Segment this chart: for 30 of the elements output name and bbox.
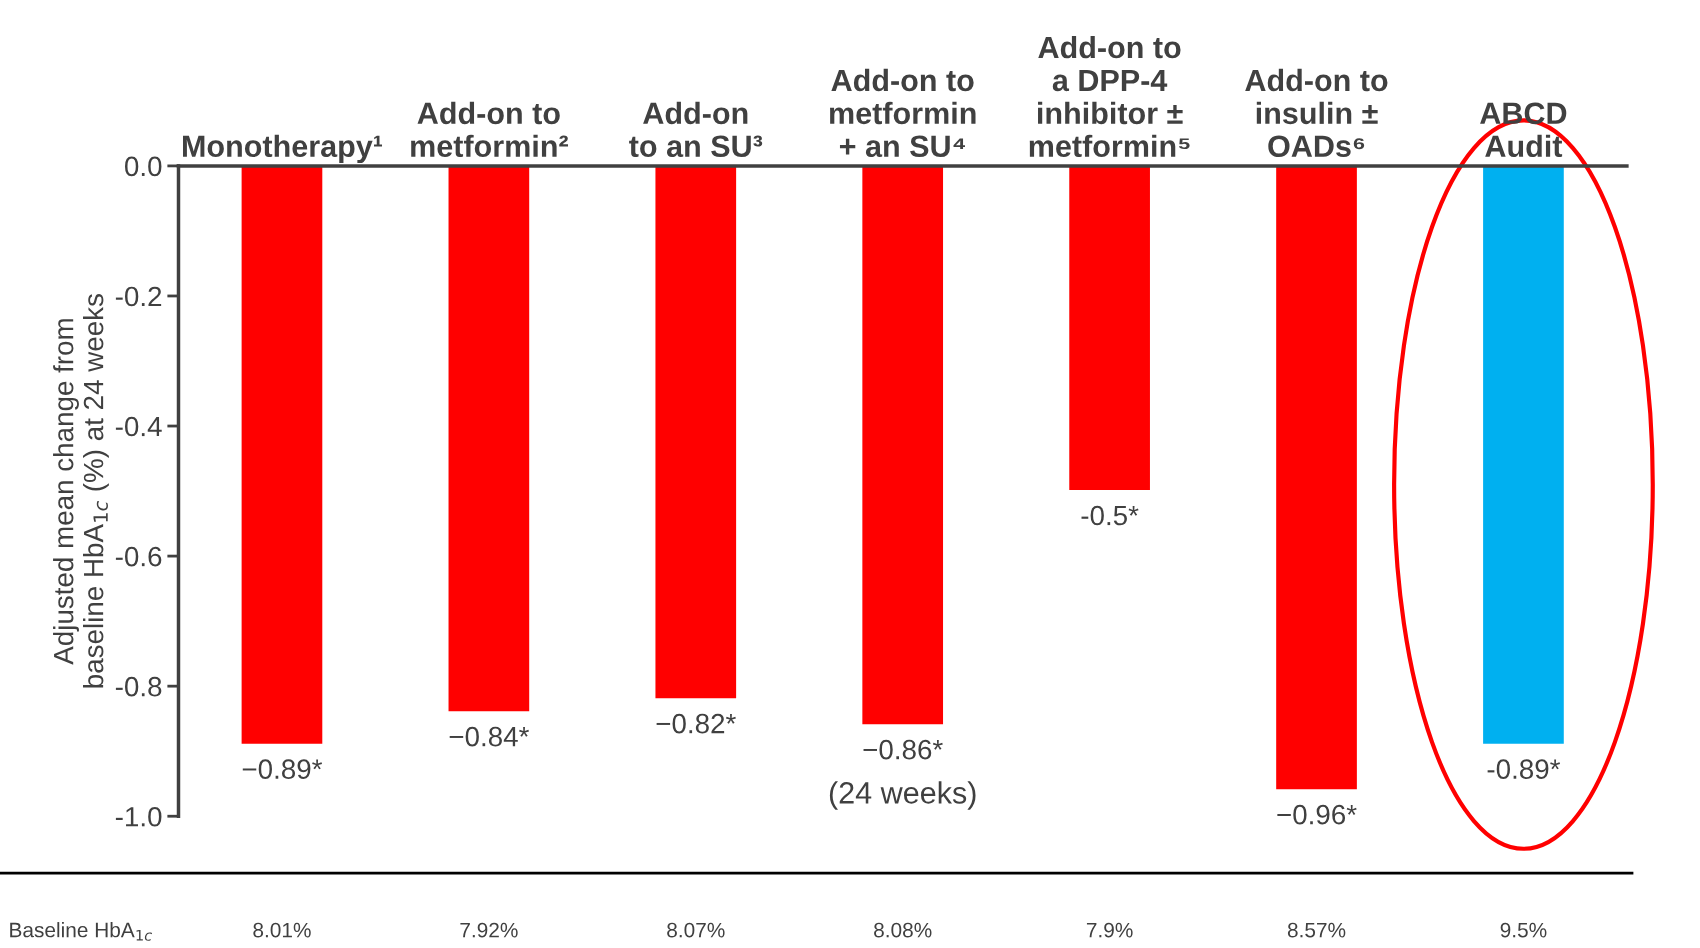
data-label: −0.84* — [449, 726, 529, 747]
x-tick-label: Add-on to an SU³ — [629, 101, 763, 158]
y-axis-title: Adjusted mean change from baseline HbA$_{1c}$ (%) at 24 weeks — [53, 294, 109, 688]
x-tick-label: Add-on to a DPP-4 inhibitor ± metformin⁵ — [1029, 35, 1190, 158]
y-tick-label: 0.0 — [125, 156, 162, 177]
y-tick-label: -0.4 — [115, 416, 162, 437]
text: 7.9% — [1086, 922, 1133, 938]
y-tick-label: -0.8 — [115, 676, 162, 697]
x-tick-label: Add-on to metformin + an SU⁴ — [830, 68, 976, 158]
data-label: −0.96* — [1277, 804, 1357, 825]
annotation: (24 weeks) — [829, 781, 976, 810]
text: 8.57% — [1287, 922, 1346, 938]
data-label: -0.89* — [1487, 759, 1561, 779]
text: 8.01% — [253, 922, 311, 938]
y-tick-label: -0.2 — [115, 286, 162, 307]
y-tick-label: -0.6 — [115, 546, 162, 567]
data-label: −0.89* — [242, 759, 323, 779]
x-tick-label: ABCD Audit — [1480, 102, 1567, 158]
data-label: −0.86* — [863, 739, 943, 760]
y-tick-label: -1.0 — [115, 806, 162, 827]
text: Baseline HbA$_{1c}$ — [10, 922, 153, 941]
data-label: -0.5* — [1081, 505, 1139, 526]
text: 9.5% — [1500, 922, 1547, 938]
data-label: −0.82* — [656, 713, 736, 734]
text: 8.07% — [667, 922, 725, 938]
x-tick-label: Add-on to insulin ± OADs⁶ — [1245, 68, 1388, 158]
x-tick-label: Monotherapy¹ — [183, 134, 383, 164]
text: 8.08% — [874, 922, 932, 938]
x-tick-label: Add-on to metformin² — [411, 101, 569, 158]
text: 7.92% — [460, 922, 518, 938]
